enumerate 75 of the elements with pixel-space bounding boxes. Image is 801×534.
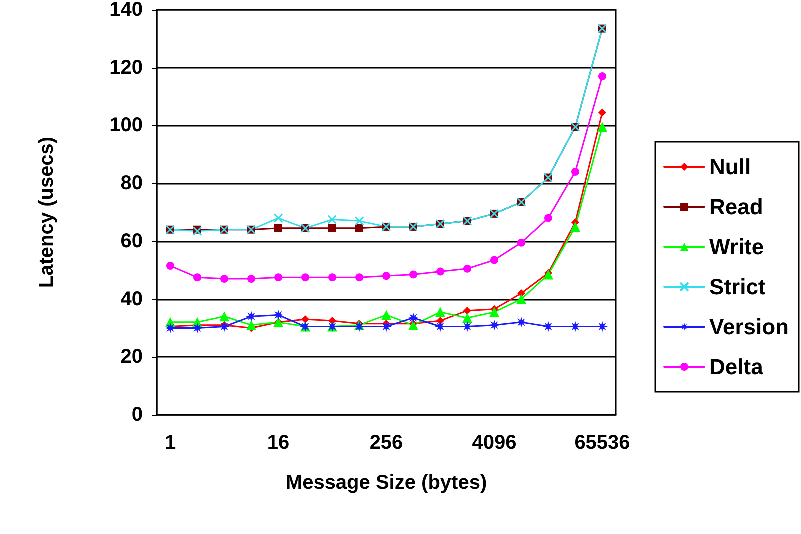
point — [543, 321, 554, 332]
point — [410, 270, 418, 279]
y-tick-label: 100 — [110, 114, 143, 137]
y-axis-title: Latency (usecs) — [36, 136, 58, 288]
point — [489, 320, 500, 331]
point — [274, 224, 282, 232]
point — [435, 321, 446, 332]
point — [544, 214, 552, 222]
point — [597, 321, 608, 332]
point — [328, 224, 336, 232]
y-tick-label: 20 — [120, 346, 143, 368]
point — [356, 274, 364, 282]
point — [490, 307, 500, 318]
point — [464, 264, 472, 273]
point — [274, 214, 284, 224]
point — [192, 322, 203, 334]
point — [436, 268, 444, 276]
legend-label: Write — [710, 234, 764, 260]
point — [354, 216, 364, 226]
point — [382, 310, 392, 320]
point — [220, 275, 228, 284]
point — [382, 272, 390, 280]
point — [570, 222, 580, 232]
y-tick-label: 80 — [120, 172, 143, 195]
legend-label: Strict — [710, 274, 766, 300]
point — [516, 316, 527, 328]
y-tick-label: 140 — [110, 0, 143, 21]
point — [248, 275, 256, 284]
point — [516, 294, 526, 304]
legend-label: Delta — [710, 354, 764, 380]
point — [328, 214, 338, 224]
point — [464, 306, 472, 315]
x-tick-label: 1 — [164, 432, 176, 454]
legend-label: Read — [710, 194, 764, 220]
point — [165, 322, 176, 334]
point — [436, 307, 446, 318]
point — [246, 311, 257, 322]
point — [356, 224, 364, 232]
y-tick-label: 120 — [110, 56, 143, 79]
point — [518, 290, 526, 298]
point — [302, 274, 310, 282]
x-tick-label: 4096 — [472, 432, 517, 454]
point — [246, 320, 256, 330]
x-tick-label: 16 — [267, 432, 290, 454]
point — [436, 316, 444, 325]
point — [598, 108, 606, 117]
point — [408, 312, 419, 324]
point — [194, 274, 202, 282]
legend-label: Null — [710, 154, 752, 180]
point — [166, 262, 174, 270]
y-tick-label: 0 — [132, 404, 143, 426]
point — [544, 270, 554, 280]
point — [273, 310, 284, 321]
y-tick-label: 40 — [120, 288, 143, 310]
point — [408, 320, 418, 330]
point — [598, 72, 606, 81]
point — [302, 316, 310, 324]
point — [274, 274, 282, 282]
point — [462, 321, 473, 332]
point — [381, 321, 392, 332]
point — [219, 321, 230, 332]
point — [462, 313, 472, 324]
x-axis-title: Message Size (bytes) — [286, 472, 488, 494]
point — [328, 274, 336, 282]
point — [220, 312, 230, 322]
point — [192, 226, 202, 236]
y-tick-label: 60 — [120, 230, 143, 252]
point — [598, 122, 608, 132]
x-tick-label: 256 — [370, 432, 404, 454]
point — [572, 168, 580, 176]
legend-label: Version — [710, 314, 790, 340]
x-tick-label: 65536 — [574, 432, 630, 454]
point — [518, 238, 526, 247]
point — [490, 256, 498, 264]
point — [570, 321, 581, 332]
